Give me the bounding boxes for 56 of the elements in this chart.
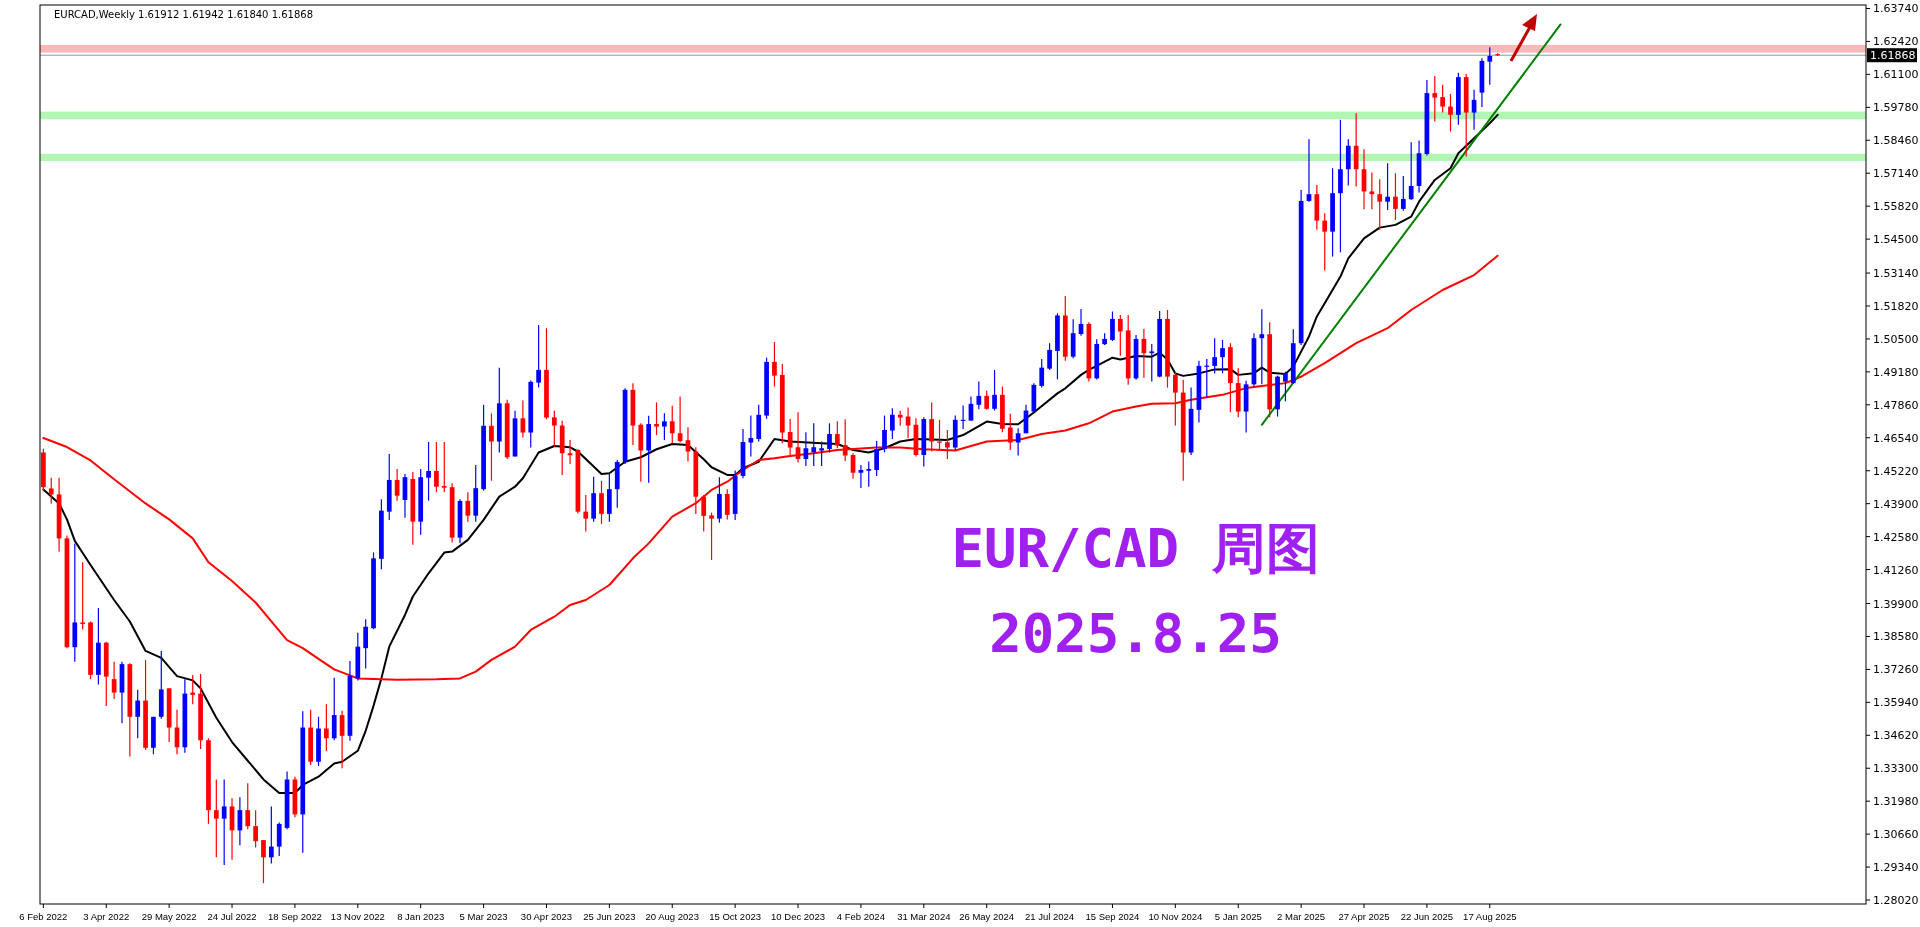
- x-tick-label: 24 Jul 2022: [207, 911, 257, 922]
- y-tick-label: 1.29340: [1873, 861, 1919, 875]
- y-tick-label: 1.47860: [1873, 398, 1919, 412]
- y-tick-label: 1.37260: [1873, 663, 1919, 677]
- y-tick-label: 1.42580: [1873, 530, 1919, 544]
- y-tick-label: 1.54500: [1873, 233, 1919, 247]
- x-tick-label: 17 Aug 2025: [1463, 911, 1517, 922]
- x-tick-label: 8 Jan 2023: [397, 911, 445, 922]
- x-tick-label: 2 Mar 2025: [1277, 911, 1326, 922]
- y-tick-label: 1.63740: [1873, 2, 1919, 16]
- y-tick-label: 1.33300: [1873, 762, 1919, 776]
- x-tick-label: 30 Apr 2023: [520, 911, 573, 922]
- x-tick-label: 10 Nov 2024: [1148, 911, 1203, 922]
- x-tick-label: 29 May 2022: [141, 911, 197, 922]
- y-tick-label: 1.41260: [1873, 563, 1919, 577]
- x-tick-label: 10 Dec 2023: [771, 911, 825, 922]
- y-tick-label: 1.55820: [1873, 200, 1919, 214]
- y-tick-label: 1.38580: [1873, 630, 1919, 644]
- x-tick-label: 5 Jan 2025: [1214, 911, 1262, 922]
- y-tick-label: 1.61100: [1873, 68, 1919, 82]
- title: EUR/CAD 周图: [951, 516, 1320, 580]
- x-tick-label: 18 Sep 2022: [267, 911, 322, 922]
- y-tick-label: 1.30660: [1873, 828, 1919, 842]
- y-tick-label: 1.51820: [1873, 300, 1919, 313]
- subtitle: 2025.8.25: [989, 602, 1282, 666]
- y-tick-label: 1.46540: [1873, 431, 1919, 445]
- x-tick-label: 27 Apr 2025: [1338, 911, 1390, 922]
- y-tick-label: 1.39900: [1873, 597, 1919, 611]
- y-tick-label: 1.49180: [1873, 365, 1919, 379]
- x-tick-label: 21 Jul 2024: [1025, 911, 1075, 922]
- ref-label: 1.61868: [1867, 48, 1917, 63]
- x-tick-label: 4 Feb 2024: [836, 911, 885, 922]
- y-tick-label: 1.57140: [1873, 167, 1919, 181]
- x-tick-label: 26 May 2024: [959, 911, 1015, 922]
- y-tick-label: 1.34620: [1873, 729, 1919, 743]
- x-tick-label: 15 Oct 2023: [709, 911, 762, 922]
- y-tick-label: 1.58460: [1873, 134, 1919, 148]
- annotation: EURCAD,Weekly 1.61912 1.61942 1.61840 1.61868: [54, 9, 313, 20]
- x-tick-label: 22 Jun 2025: [1400, 911, 1454, 922]
- x-tick-label: 31 Mar 2024: [897, 911, 951, 922]
- y-tick-label: 1.53140: [1873, 267, 1919, 281]
- x-tick-label: 15 Sep 2024: [1085, 911, 1140, 922]
- y-tick-label: 1.31980: [1873, 795, 1919, 809]
- x-tick-label: 5 Mar 2023: [459, 911, 508, 922]
- y-tick-label: 1.62420: [1873, 35, 1919, 49]
- x-tick-label: 13 Nov 2022: [330, 911, 385, 922]
- y-tick-label: 1.50500: [1873, 332, 1919, 346]
- x-tick-label: 25 Jun 2023: [583, 911, 636, 922]
- y-tick-label: 1.43900: [1873, 497, 1919, 511]
- y-tick-label: 1.59780: [1873, 101, 1919, 115]
- y-tick-label: 1.45220: [1873, 464, 1919, 478]
- x-tick-label: 3 Apr 2022: [83, 911, 130, 922]
- y-tick-label: 1.28020: [1873, 894, 1919, 908]
- x-tick-label: 20 Aug 2023: [645, 911, 699, 922]
- y-tick-label: 1.35940: [1873, 696, 1919, 710]
- x-tick-label: 6 Feb 2022: [19, 911, 68, 922]
